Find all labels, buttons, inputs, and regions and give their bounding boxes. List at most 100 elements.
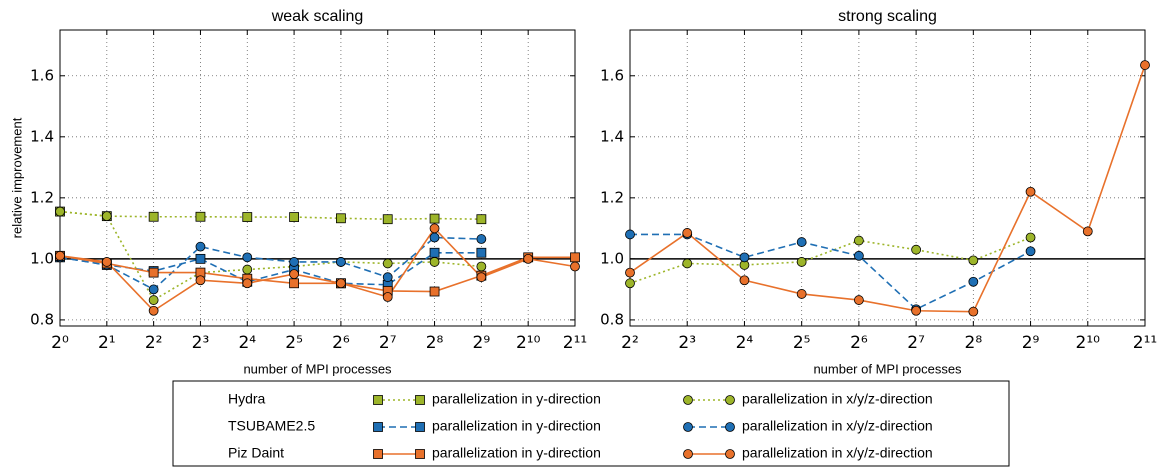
y-tick-label: 1.4 — [600, 127, 624, 145]
y-tick-label: 1.6 — [30, 66, 54, 84]
y-axis-label: relative improvement — [9, 117, 24, 238]
x-tick-label: 2³ — [678, 333, 696, 353]
marker — [429, 213, 440, 224]
legend-marker — [683, 449, 693, 459]
y-tick-label: 1.6 — [600, 66, 624, 84]
x-tick-label: 2⁵ — [793, 333, 811, 353]
x-tick-label: 2⁰ — [51, 333, 69, 353]
marker — [101, 211, 112, 222]
marker — [853, 295, 864, 305]
marker — [796, 257, 807, 267]
series-line — [59, 210, 482, 220]
series-line — [59, 236, 482, 291]
legend-marker — [725, 395, 735, 405]
marker — [382, 258, 393, 269]
series-line — [629, 64, 1146, 313]
plot-frame — [59, 29, 576, 327]
chart-title: strong scaling — [838, 8, 937, 25]
marker — [570, 252, 580, 263]
x-tick-label: 2⁶ — [332, 333, 350, 353]
marker — [968, 255, 979, 266]
y-tick-label: 1.0 — [30, 249, 54, 267]
x-tick-label: 2¹¹ — [563, 333, 587, 353]
legend-label: parallelization in y-direction — [432, 445, 601, 461]
marker — [429, 257, 440, 267]
marker — [476, 234, 487, 244]
marker — [796, 237, 807, 247]
marker — [1025, 232, 1036, 243]
legend-marker — [415, 395, 425, 405]
legend-marker — [373, 422, 383, 432]
marker — [242, 212, 253, 222]
x-tick-label: 2⁸ — [426, 333, 444, 353]
marker — [968, 306, 979, 317]
marker — [682, 228, 693, 238]
marker — [195, 275, 206, 286]
x-tick-label: 2¹⁰ — [1076, 333, 1101, 353]
marker — [911, 305, 922, 316]
marker — [101, 257, 112, 267]
legend-marker — [683, 395, 693, 405]
marker — [1025, 186, 1036, 197]
legend-marker — [725, 422, 735, 432]
marker — [148, 267, 159, 278]
x-tick-label: 2⁴ — [238, 333, 256, 353]
x-axis-label: number of MPI processes — [243, 361, 392, 376]
y-tick-label: 1.2 — [600, 188, 624, 206]
marker — [476, 272, 487, 283]
y-tick-label: 1.0 — [600, 249, 624, 267]
series-line — [59, 227, 576, 312]
marker — [289, 278, 299, 289]
marker — [570, 261, 580, 272]
y-tick-label: 0.8 — [600, 310, 624, 328]
x-tick-label: 2² — [145, 333, 163, 353]
legend-marker — [373, 449, 383, 459]
series-line — [59, 210, 482, 302]
marker — [739, 252, 750, 263]
marker — [429, 223, 440, 234]
legend-marker — [683, 422, 693, 432]
marker — [682, 258, 693, 269]
marker — [625, 267, 635, 278]
marker — [195, 253, 206, 264]
legend-group: TSUBAME2.5 — [228, 418, 315, 434]
x-tick-label: 2¹ — [98, 333, 116, 353]
marker — [739, 275, 750, 286]
x-tick-label: 2¹¹ — [1133, 333, 1157, 353]
legend-label: parallelization in x/y/z-direction — [742, 445, 933, 461]
series-line — [629, 236, 1031, 285]
marker — [336, 213, 346, 224]
marker — [853, 250, 864, 261]
marker — [148, 295, 159, 305]
marker — [476, 247, 487, 258]
marker — [195, 241, 206, 252]
marker — [429, 232, 440, 243]
x-tick-label: 2⁸ — [965, 333, 983, 353]
x-axis-label: number of MPI processes — [813, 361, 962, 376]
series-line — [630, 233, 1031, 311]
chart-title: weak scaling — [271, 8, 364, 25]
marker — [148, 284, 159, 295]
x-tick-label: 2⁴ — [736, 333, 754, 353]
x-tick-label: 2² — [621, 333, 639, 353]
marker — [382, 272, 393, 283]
marker — [476, 261, 487, 272]
legend-group: Piz Daint — [228, 445, 284, 461]
marker — [242, 278, 253, 289]
marker — [968, 276, 979, 287]
legend-marker — [373, 395, 383, 405]
marker — [911, 244, 922, 255]
marker — [289, 257, 299, 267]
marker — [242, 264, 253, 275]
marker — [429, 247, 440, 258]
marker — [289, 212, 299, 222]
marker — [1140, 60, 1150, 70]
legend-label: parallelization in y-direction — [432, 418, 601, 434]
legend-label: parallelization in x/y/z-direction — [742, 418, 933, 434]
legend-marker — [415, 449, 425, 459]
x-tick-label: 2⁷ — [379, 333, 397, 353]
marker — [289, 269, 299, 280]
x-tick-label: 2⁵ — [285, 333, 303, 353]
